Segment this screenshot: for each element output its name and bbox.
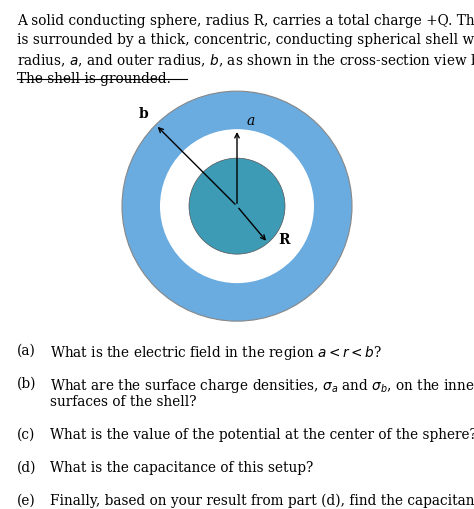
- Text: (e): (e): [17, 493, 36, 507]
- Text: A solid conducting sphere, radius R, carries a total charge +Q. The sphere: A solid conducting sphere, radius R, car…: [17, 14, 474, 28]
- Text: The shell is grounded.: The shell is grounded.: [17, 72, 171, 86]
- Text: (d): (d): [17, 461, 36, 475]
- Text: Finally, based on your result from part (d), find the capacitance of an: Finally, based on your result from part …: [50, 493, 474, 507]
- Text: a: a: [246, 114, 255, 128]
- Text: (a): (a): [17, 344, 36, 358]
- Text: R: R: [278, 233, 290, 247]
- Ellipse shape: [189, 158, 285, 254]
- Text: What is the electric field in the region $a < r < b$?: What is the electric field in the region…: [50, 344, 382, 362]
- Ellipse shape: [122, 91, 352, 321]
- Text: (b): (b): [17, 377, 36, 391]
- Text: is surrounded by a thick, concentric, conducting spherical shell with inner: is surrounded by a thick, concentric, co…: [17, 33, 474, 47]
- Text: What is the capacitance of this setup?: What is the capacitance of this setup?: [50, 461, 313, 475]
- Text: What are the surface charge densities, $\sigma_a$ and $\sigma_b$, on the inner a: What are the surface charge densities, $…: [50, 377, 474, 394]
- Text: surfaces of the shell?: surfaces of the shell?: [50, 395, 196, 410]
- Ellipse shape: [160, 129, 314, 283]
- Text: radius, $a$, and outer radius, $b$, as shown in the cross-section view below.: radius, $a$, and outer radius, $b$, as s…: [17, 52, 474, 69]
- Text: (c): (c): [17, 428, 35, 442]
- Text: b: b: [139, 107, 149, 121]
- Text: What is the value of the potential at the center of the sphere?: What is the value of the potential at th…: [50, 428, 474, 442]
